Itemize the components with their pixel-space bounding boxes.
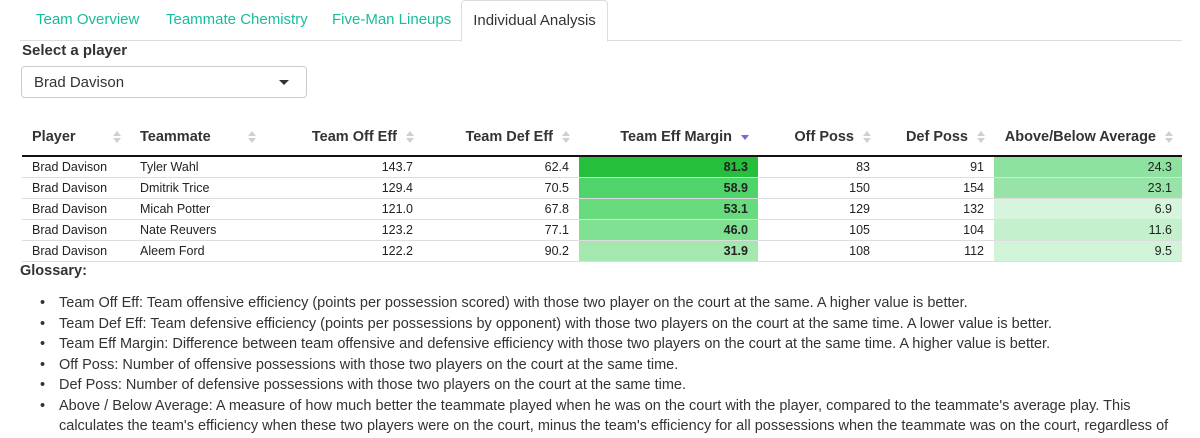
cell-def-poss: 132	[880, 198, 994, 220]
cell-off-poss: 105	[758, 219, 880, 241]
column-header-teammate[interactable]: Teammate	[130, 118, 265, 157]
cell-def-eff: 70.5	[423, 177, 579, 199]
cell-off-eff: 129.4	[265, 177, 423, 199]
table-row: Brad Davison Dmitrik Trice 129.4 70.5 58…	[22, 177, 1182, 199]
column-header-off-poss[interactable]: Off Poss	[758, 118, 880, 157]
column-header-label: Teammate	[140, 128, 211, 145]
cell-player: Brad Davison	[22, 177, 130, 199]
select-player-label: Select a player	[22, 42, 128, 59]
column-header-def-poss[interactable]: Def Poss	[880, 118, 994, 157]
cell-def-eff: 67.8	[423, 198, 579, 220]
column-header-team-off-eff[interactable]: Team Off Eff	[265, 118, 423, 157]
cell-off-eff: 121.0	[265, 198, 423, 220]
column-header-above-below-average[interactable]: Above/Below Average	[994, 118, 1182, 157]
glossary-item: Team Off Eff: Team offensive efficiency …	[40, 293, 1182, 314]
glossary-item: Off Poss: Number of offensive possession…	[40, 355, 1182, 376]
column-header-label: Team Eff Margin	[620, 128, 732, 145]
cell-player: Brad Davison	[22, 219, 130, 241]
cell-above-below: 23.1	[994, 177, 1182, 199]
column-header-label: Off Poss	[794, 128, 854, 145]
column-header-label: Player	[32, 128, 76, 145]
sort-icon	[406, 131, 414, 143]
tab-team-overview[interactable]: Team Overview	[36, 11, 140, 28]
column-header-label: Above/Below Average	[1004, 128, 1156, 145]
cell-margin: 58.9	[579, 177, 758, 199]
cell-margin: 53.1	[579, 198, 758, 220]
cell-off-poss: 83	[758, 155, 880, 178]
cell-above-below: 24.3	[994, 155, 1182, 178]
cell-teammate: Tyler Wahl	[130, 155, 265, 178]
glossary-title: Glossary:	[20, 263, 87, 279]
glossary-item: Team Eff Margin: Difference between team…	[40, 334, 1182, 355]
sort-icon	[977, 131, 985, 143]
tab-five-man-lineups[interactable]: Five-Man Lineups	[332, 11, 452, 28]
glossary-item: Above / Below Average: A measure of how …	[40, 396, 1182, 438]
table-row: Brad Davison Aleem Ford 122.2 90.2 31.9 …	[22, 240, 1182, 262]
cell-off-poss: 129	[758, 198, 880, 220]
chevron-down-icon	[279, 80, 289, 85]
cell-player: Brad Davison	[22, 240, 130, 262]
cell-off-eff: 143.7	[265, 155, 423, 178]
cell-margin: 31.9	[579, 240, 758, 262]
cell-player: Brad Davison	[22, 155, 130, 178]
table-header-row: Player Teammate Team Off Eff Team Def Ef…	[22, 118, 1182, 157]
sort-icon	[113, 131, 121, 143]
cell-teammate: Micah Potter	[130, 198, 265, 220]
cell-off-poss: 150	[758, 177, 880, 199]
sort-icon	[562, 131, 570, 143]
player-pair-table: Player Teammate Team Off Eff Team Def Ef…	[22, 118, 1182, 262]
glossary-list: Team Off Eff: Team offensive efficiency …	[40, 293, 1182, 438]
column-header-team-def-eff[interactable]: Team Def Eff	[423, 118, 579, 157]
cell-def-eff: 62.4	[423, 155, 579, 178]
player-select-value: Brad Davison	[34, 74, 125, 91]
player-select[interactable]: Brad Davison	[21, 66, 307, 98]
table-row: Brad Davison Nate Reuvers 123.2 77.1 46.…	[22, 219, 1182, 241]
sort-descending-icon	[741, 131, 749, 143]
cell-margin: 46.0	[579, 219, 758, 241]
cell-teammate: Aleem Ford	[130, 240, 265, 262]
table-row: Brad Davison Micah Potter 121.0 67.8 53.…	[22, 198, 1182, 220]
sort-icon	[863, 131, 871, 143]
column-header-label: Def Poss	[905, 128, 968, 145]
sort-icon	[248, 131, 256, 143]
cell-margin: 81.3	[579, 155, 758, 178]
cell-off-eff: 123.2	[265, 219, 423, 241]
cell-above-below: 6.9	[994, 198, 1182, 220]
cell-off-eff: 122.2	[265, 240, 423, 262]
column-header-player[interactable]: Player	[22, 118, 130, 157]
sort-icon	[1165, 131, 1173, 143]
column-header-team-eff-margin[interactable]: Team Eff Margin	[579, 118, 758, 157]
column-header-label: Team Off Eff	[311, 128, 397, 145]
cell-def-poss: 91	[880, 155, 994, 178]
glossary-item: Team Def Eff: Team defensive efficiency …	[40, 314, 1182, 335]
tab-teammate-chemistry[interactable]: Teammate Chemistry	[166, 11, 308, 28]
tab-individual-analysis[interactable]: Individual Analysis	[461, 0, 608, 42]
cell-def-eff: 90.2	[423, 240, 579, 262]
cell-teammate: Nate Reuvers	[130, 219, 265, 241]
cell-above-below: 11.6	[994, 219, 1182, 241]
table-row: Brad Davison Tyler Wahl 143.7 62.4 81.3 …	[22, 155, 1182, 178]
glossary-item: Def Poss: Number of defensive possession…	[40, 375, 1182, 396]
cell-above-below: 9.5	[994, 240, 1182, 262]
cell-def-eff: 77.1	[423, 219, 579, 241]
cell-def-poss: 112	[880, 240, 994, 262]
cell-def-poss: 104	[880, 219, 994, 241]
tab-bar: Team Overview Teammate Chemistry Five-Ma…	[20, 0, 1182, 42]
cell-off-poss: 108	[758, 240, 880, 262]
cell-def-poss: 154	[880, 177, 994, 199]
column-header-label: Team Def Eff	[465, 128, 553, 145]
cell-teammate: Dmitrik Trice	[130, 177, 265, 199]
cell-player: Brad Davison	[22, 198, 130, 220]
